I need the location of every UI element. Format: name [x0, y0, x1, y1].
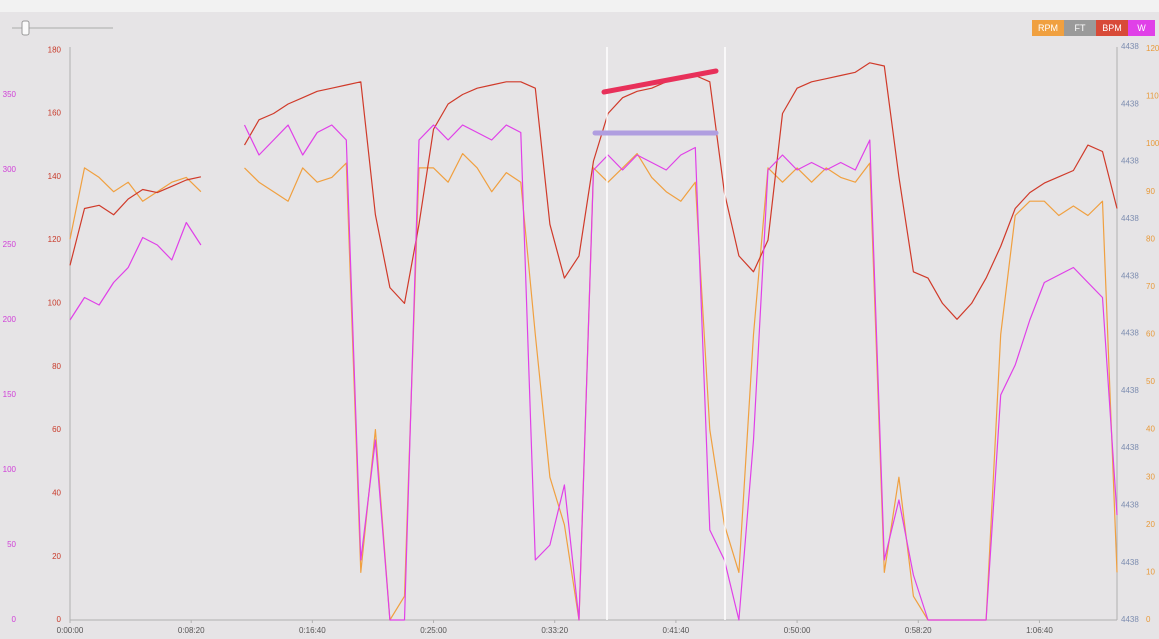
y-tick-label: 10 — [1146, 568, 1155, 577]
legend-label[interactable]: RPM — [1038, 23, 1058, 33]
y-tick-label: 40 — [1146, 425, 1155, 434]
y-tick-label: 4438 — [1121, 271, 1139, 280]
y-tick-label: 0 — [1146, 615, 1151, 624]
y-tick-label: 150 — [3, 390, 17, 399]
y-tick-label: 180 — [48, 45, 62, 54]
legend-label[interactable]: BPM — [1102, 23, 1122, 33]
drawn-trend-line — [601, 68, 719, 95]
y-tick-label: 70 — [1146, 282, 1155, 291]
y-tick-label: 4438 — [1121, 214, 1139, 223]
y-tick-label: 100 — [48, 299, 62, 308]
y-tick-label: 160 — [48, 109, 62, 118]
y-tick-label: 90 — [1146, 187, 1155, 196]
y-tick-label: 4438 — [1121, 99, 1139, 108]
y-tick-label: 50 — [1146, 377, 1155, 386]
legend-button[interactable] — [1032, 20, 1064, 36]
y-tick-label: 4438 — [1121, 558, 1139, 567]
lines — [69, 62, 1118, 621]
y-tick-label: 120 — [1146, 44, 1159, 53]
legend-label[interactable]: W — [1137, 23, 1146, 33]
x-tick-label: 0:50:00 — [784, 626, 811, 635]
y-tick-label: 20 — [1146, 520, 1155, 529]
y-tick-label: 4438 — [1121, 443, 1139, 452]
y-tick-label: 140 — [48, 172, 62, 181]
y-tick-label: 0 — [57, 615, 62, 624]
y-tick-label: 4438 — [1121, 386, 1139, 395]
legend-button[interactable] — [1064, 20, 1096, 36]
x-tick-label: 1:06:40 — [1026, 626, 1053, 635]
y-tick-label: 120 — [48, 235, 62, 244]
x-tick-label: 0:41:40 — [663, 626, 690, 635]
y-tick-label: 300 — [3, 165, 17, 174]
y-tick-label: 50 — [7, 540, 16, 549]
y-tick-label: 4438 — [1121, 615, 1139, 624]
y-tick-label: 20 — [52, 552, 61, 561]
y-tick-label: 110 — [1146, 92, 1159, 101]
y-tick-label: 100 — [3, 465, 17, 474]
x-tick-label: 0:00:00 — [57, 626, 84, 635]
legend-button[interactable] — [1128, 20, 1155, 36]
y-tick-label: 4438 — [1121, 157, 1139, 166]
y-tick-label: 30 — [1146, 472, 1155, 481]
zoom-slider-thumb[interactable] — [21, 20, 30, 36]
y-tick-label: 0 — [12, 615, 17, 624]
y-tick-label: 60 — [1146, 330, 1155, 339]
y-tick-label: 100 — [1146, 139, 1159, 148]
legend-label[interactable]: FT — [1075, 23, 1086, 33]
legend-button[interactable] — [1096, 20, 1128, 36]
y-tick-label: 200 — [3, 315, 17, 324]
x-tick-label: 0:25:00 — [420, 626, 447, 635]
top-bar — [0, 0, 1159, 12]
y-tick-label: 250 — [3, 240, 17, 249]
x-tick-label: 0:33:20 — [541, 626, 568, 635]
series-line — [69, 124, 1118, 621]
x-tick-label: 0:58:20 — [905, 626, 932, 635]
y-tick-label: 40 — [52, 488, 61, 497]
y-tick-label: 4438 — [1121, 501, 1139, 510]
x-tick-label: 0:16:40 — [299, 626, 326, 635]
y-tick-label: 350 — [3, 90, 17, 99]
y-tick-label: 4438 — [1121, 42, 1139, 51]
y-tick-label: 4438 — [1121, 329, 1139, 338]
y-tick-label: 80 — [1146, 234, 1155, 243]
y-tick-label: 80 — [52, 362, 61, 371]
y-tick-label: 60 — [52, 425, 61, 434]
x-tick-label: 0:08:20 — [178, 626, 205, 635]
